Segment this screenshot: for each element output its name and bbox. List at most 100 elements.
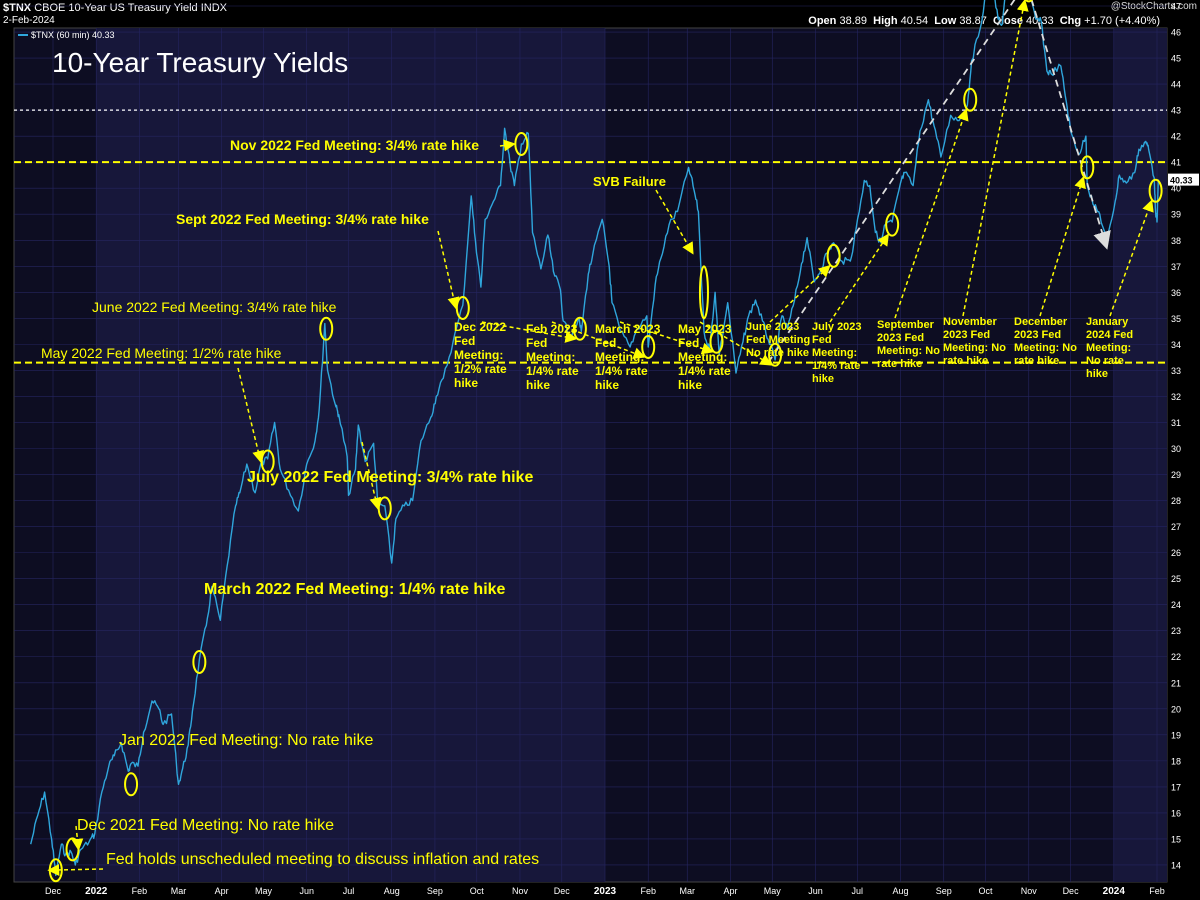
x-tick-label: Mar [679,886,695,896]
y-tick-label: 35 [1171,314,1181,324]
x-tick-label: Jun [808,886,823,896]
legend-entry: $TNX (60 min) 40.33 [31,30,115,40]
annotation-line: rate hike [877,358,922,370]
annotation-line: Fed Meeting [746,334,810,346]
annotation-line: Meeting: [678,350,727,364]
y-tick-label: 45 [1171,54,1181,64]
meeting-marker [698,265,709,320]
x-tick-label: Nov [1021,886,1038,896]
annotation-line: hike [812,373,834,385]
annotation-line: hike [1086,368,1108,380]
annotation-block: December 2023 Fed Meeting: No rate hike [1014,316,1077,367]
y-tick-label: 23 [1171,626,1181,636]
annotation-line: September [877,319,935,331]
annotation-line: rate hike [1014,355,1059,367]
annotation-line: December [1014,316,1068,328]
x-tick-label: May [255,886,273,896]
y-tick-label: 37 [1171,262,1181,272]
annotation-block: March 2023 Fed Meeting: 1/4% rate hike [595,322,661,392]
annotation-line: 1/2% rate [454,362,507,376]
annotation-line: 2023 Fed [877,332,924,344]
annotation-block: July 2023 Fed Meeting: 1/4% rate hike [812,321,862,385]
meeting-marker [1080,155,1095,180]
symbol: $TNX [3,2,32,14]
y-tick-label: 36 [1171,288,1181,298]
annotation-label: Nov 2022 Fed Meeting: 3/4% rate hike [230,137,479,153]
annotation-label: March 2022 Fed Meeting: 1/4% rate hike [204,581,506,598]
meeting-marker [1024,0,1033,3]
chart-title: 10-Year Treasury Yields [52,47,348,78]
x-tick-label: Dec [1063,886,1080,896]
annotation-arrow [361,441,382,510]
annotation-line: Meeting: [1086,342,1131,354]
annotation-arrow [1039,175,1086,317]
trend-arrow [1030,0,1111,250]
annotation-line: Feb 2023 [526,322,578,336]
annotation-line: 2023 Fed [1014,329,1061,341]
x-tick-label: Dec [554,886,571,896]
y-tick-label: 39 [1171,210,1181,220]
annotation-label: SVB Failure [593,174,666,189]
annotation-label: Fed holds unscheduled meeting to discuss… [106,851,539,868]
y-tick-label: 44 [1171,80,1181,90]
y-tick-label: 15 [1171,834,1181,844]
annotation-arrow [47,863,104,876]
annotation-line: Meeting: No [1014,342,1077,354]
y-tick-label: 38 [1171,236,1181,246]
y-tick-label: 34 [1171,340,1181,350]
ohlc-readout: Open 38.89 High 40.54 Low 38.87 Close 40… [808,15,1160,27]
annotation-label: June 2022 Fed Meeting: 3/4% rate hike [92,299,337,315]
y-tick-label: 29 [1171,470,1181,480]
meeting-marker [572,316,587,341]
year-band-2024 [1113,28,1167,882]
meeting-marker [709,329,724,354]
annotation-line: Fed [454,334,475,348]
x-tick-label: Sep [936,886,952,896]
meeting-marker [885,212,900,237]
x-tick-label: 2022 [85,886,108,897]
trend-arrow [767,0,1016,364]
x-tick-label: Sep [427,886,443,896]
annotation-arrow [962,0,1029,317]
y-tick-label: 47 [1171,1,1181,11]
annotation-line: 1/4% rate [678,364,731,378]
chart-header-line: $TNX CBOE 10-Year US Treasury Yield INDX [3,2,227,14]
y-tick-label: 24 [1171,600,1181,610]
annotation-line: rate hike [943,355,988,367]
x-tick-label: Nov [512,886,529,896]
y-tick-label: 32 [1171,392,1181,402]
y-tick-label: 16 [1171,808,1181,818]
annotation-line: No rate hike [746,347,809,359]
meeting-marker [826,243,841,268]
annotation-block: January 2024 Fed Meeting: No rate hike [1086,316,1133,380]
x-tick-label: Jul [343,886,355,896]
y-tick-label: 27 [1171,522,1181,532]
y-tick-label: 42 [1171,132,1181,142]
annotation-label: July 2022 Fed Meeting: 3/4% rate hike [247,469,533,486]
last-price-label: 40.33 [1170,176,1193,186]
annotation-line: 2024 Fed [1086,329,1133,341]
annotation-line: Meeting: [454,348,503,362]
y-tick-label: 40 [1171,184,1181,194]
annotation-block: June 2023 Fed Meeting No rate hike [746,321,810,359]
annotation-line: 1/4% rate [595,364,648,378]
annotation-arrow [829,233,889,323]
y-tick-label: 26 [1171,548,1181,558]
series-line-tnx [30,0,1160,877]
annotation-line: Meeting: No [877,345,940,357]
annotation-line: hike [454,376,478,390]
last-price-tag [1168,173,1199,186]
y-tick-label: 21 [1171,678,1181,688]
annotation-arrow [237,367,265,463]
x-tick-label: Oct [470,886,485,896]
x-tick-label: Jul [852,886,864,896]
meeting-marker [1148,178,1163,203]
x-tick-label: 2024 [1103,886,1126,897]
meeting-marker [963,87,978,112]
x-tick-label: Mar [171,886,187,896]
annotation-arrow [619,321,714,355]
annotation-arrow [655,189,694,255]
watermark: @StockCharts.com [1110,1,1197,12]
